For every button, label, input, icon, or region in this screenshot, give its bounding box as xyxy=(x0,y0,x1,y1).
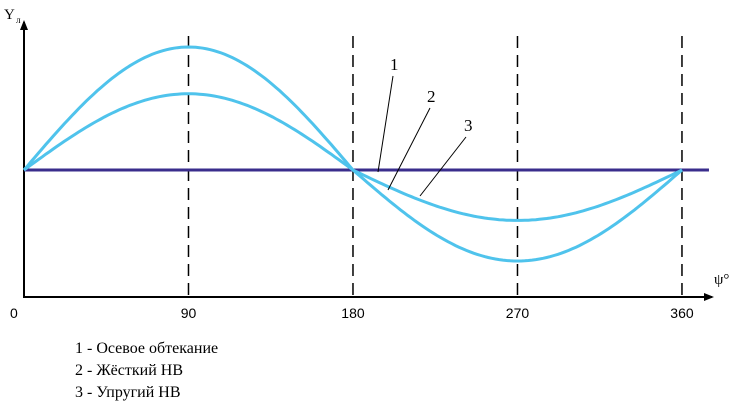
callout-label-2: 2 xyxy=(427,87,436,106)
x-tick-labels: 0 90 180 270 360 xyxy=(10,305,694,321)
callout-label-1: 1 xyxy=(390,55,399,74)
callout-line-1 xyxy=(377,75,394,173)
callout-line-3 xyxy=(419,136,467,197)
dashed-guides xyxy=(187,36,683,297)
legend: 1 - Осевое обтекание 2 - Жёсткий НВ 3 - … xyxy=(75,338,218,404)
legend-item-3: 3 - Упругий НВ xyxy=(75,384,181,401)
x-tick-270: 270 xyxy=(506,305,530,321)
x-tick-0: 0 xyxy=(10,305,18,321)
callout-label-3: 3 xyxy=(464,116,473,135)
x-axis-label: ψ° xyxy=(714,272,729,288)
x-tick-360: 360 xyxy=(670,305,694,321)
series-3-curve xyxy=(23,92,683,222)
y-axis-label: Y xyxy=(4,7,15,23)
x-tick-90: 90 xyxy=(181,305,197,321)
legend-item-2: 2 - Жёсткий НВ xyxy=(75,362,183,379)
callout-line-2 xyxy=(387,107,431,191)
legend-item-1: 1 - Осевое обтекание xyxy=(75,340,219,357)
y-axis-label-subscript: л xyxy=(16,15,21,25)
callouts: 1 2 3 xyxy=(377,55,473,197)
x-tick-180: 180 xyxy=(341,305,365,321)
series-lines xyxy=(22,45,709,263)
